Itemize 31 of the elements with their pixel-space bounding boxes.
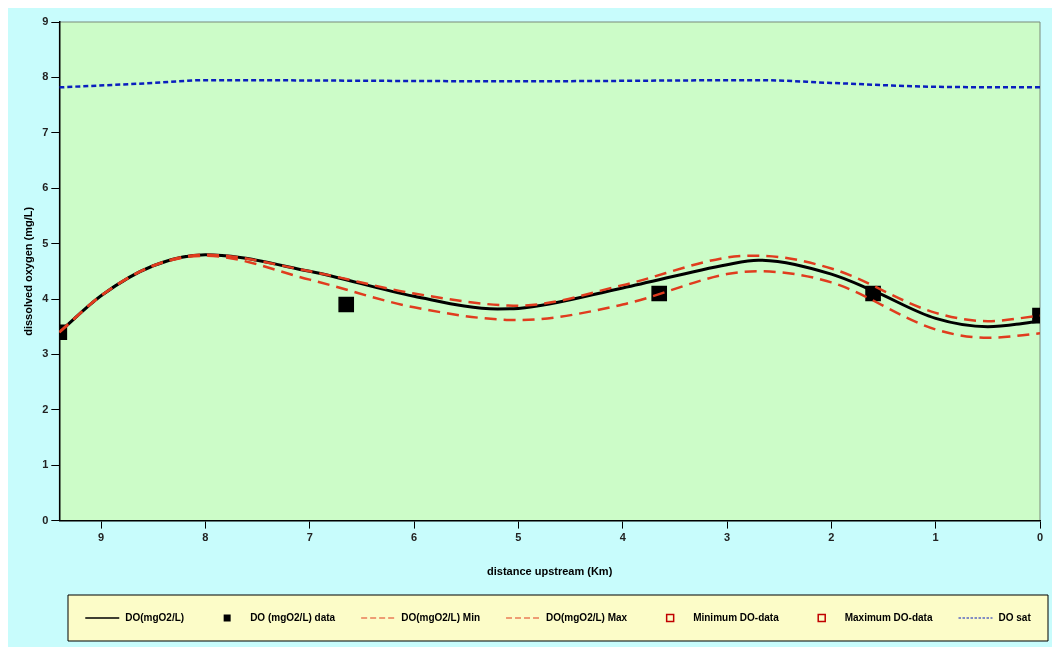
legend-label: DO (mgO2/L) data [250,611,336,623]
x-tick-label: 7 [306,531,313,544]
legend-label: DO(mgO2/L) [125,611,185,623]
legend-label: DO(mgO2/L) Max [546,611,628,623]
y-tick-label: 0 [42,513,49,526]
y-tick-label: 8 [42,70,49,83]
y-tick-label: 7 [42,125,49,138]
y-tick-label: 5 [42,236,49,249]
point [338,296,355,313]
legend-label: DO(mgO2/L) Min [401,611,481,623]
y-tick-label: 3 [42,347,49,360]
y-tick-label: 2 [42,402,49,415]
x-tick-label: 3 [723,531,731,544]
legend-label: Maximum DO-data [844,611,933,623]
y-axis-title: dissolved oxygen (mg/L) [21,206,34,336]
y-tick-label: 6 [42,181,49,194]
x-tick-label: 8 [202,531,209,544]
x-tick-label: 1 [932,531,939,544]
y-tick-label: 4 [42,292,50,305]
x-tick-label: 5 [515,531,522,544]
y-tick-label: 9 [42,15,49,28]
x-tick-label: 6 [410,531,418,544]
x-tick-label: 0 [1036,531,1044,544]
legend-label: DO sat [998,611,1032,623]
x-tick-label: 2 [828,531,835,544]
line-series [59,78,1040,89]
y-tick-label: 1 [42,458,49,471]
x-axis-title: distance upstream (Km) [487,565,613,578]
x-tick-label: 9 [97,531,105,544]
legend-label: Minimum DO-data [693,611,780,623]
x-tick-label: 4 [619,531,627,544]
